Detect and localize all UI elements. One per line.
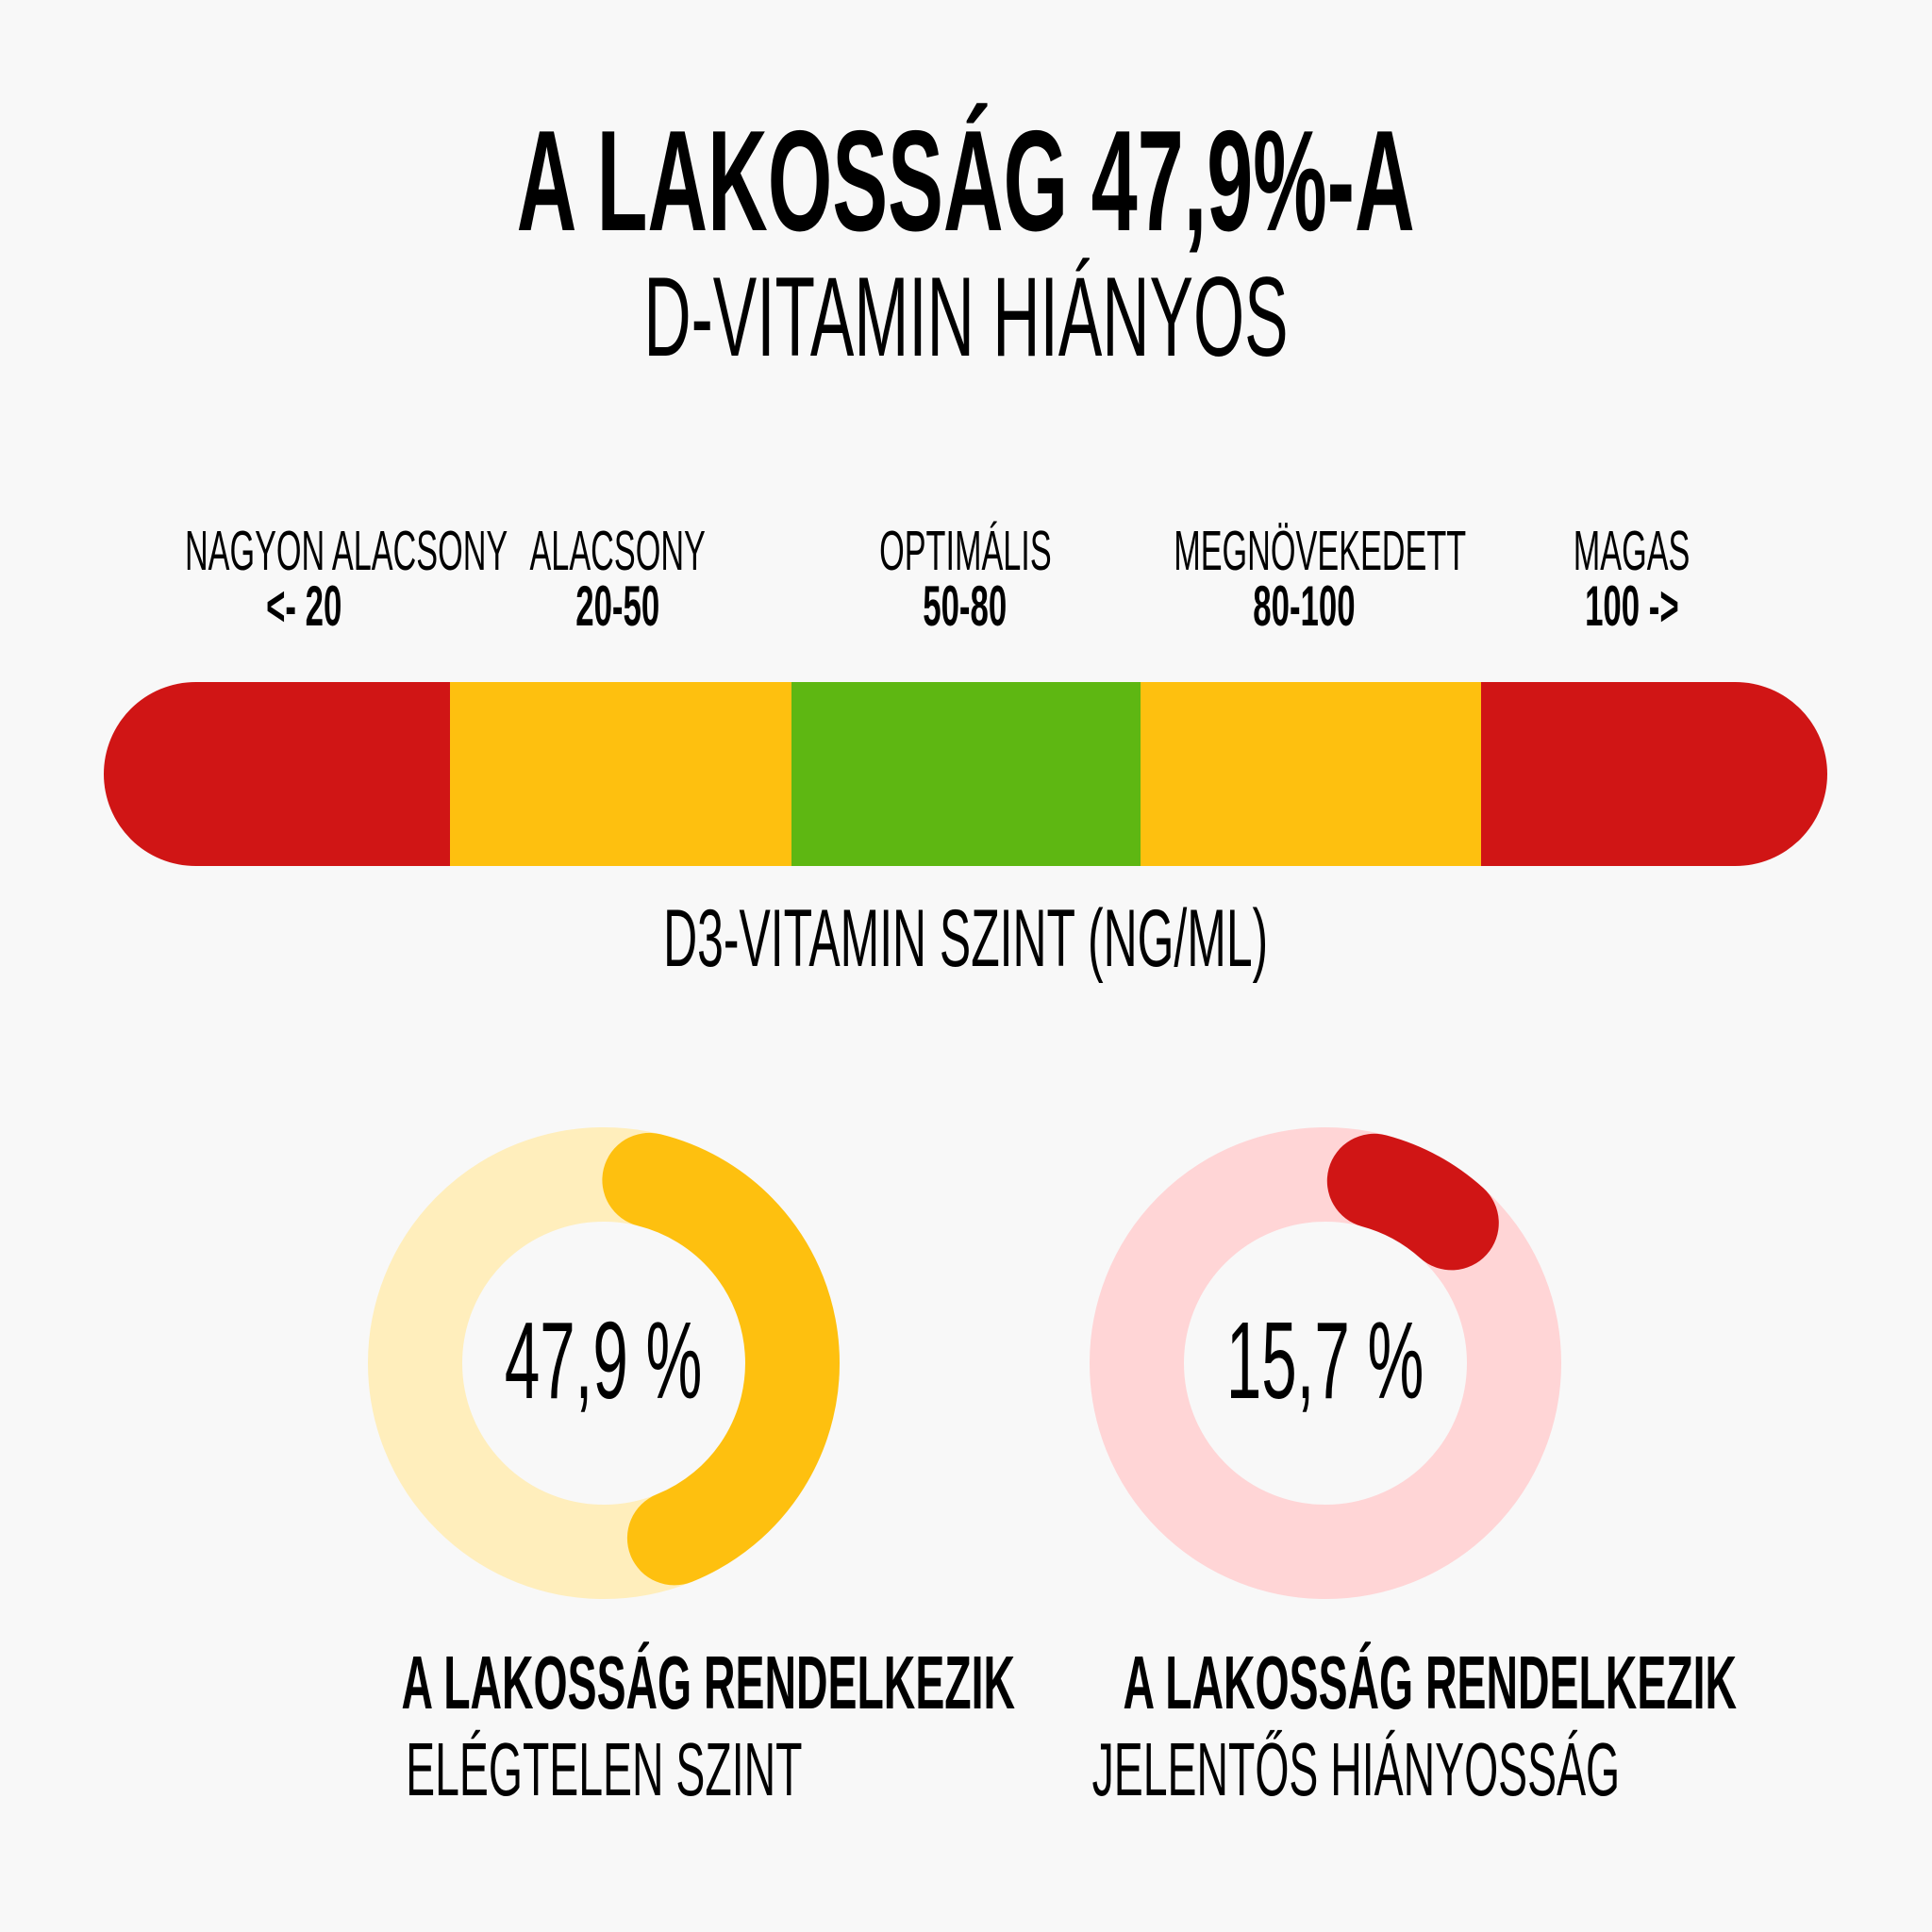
- caption-bold-deficient: A LAKOSSÁG RENDELKEZIK: [1123, 1641, 1738, 1724]
- segment-very-low: [104, 682, 450, 866]
- caption-deficient: JELENTŐS HIÁNYOSSÁG: [1091, 1727, 1621, 1811]
- segment-elevated: [1141, 682, 1481, 866]
- band-range-high: 100 ->: [1585, 575, 1679, 638]
- caption-bold-insufficient: A LAKOSSÁG RENDELKEZIK: [401, 1641, 1016, 1724]
- segment-optimal: [791, 682, 1141, 866]
- band-range-very-low: <- 20: [265, 575, 342, 638]
- page-subtitle-text: D-VITAMIN HIÁNYOS: [643, 254, 1289, 380]
- segment-high: [1481, 682, 1827, 866]
- donut-value-insufficient: 47,9 %: [505, 1299, 703, 1422]
- axis-label: D3-VITAMIN SZINT (NG/ML): [663, 893, 1269, 984]
- donut-arc-deficient: [1326, 1133, 1499, 1271]
- band-label-very-low: NAGYON ALACSONY: [184, 520, 508, 582]
- band-range-low: 20-50: [575, 575, 660, 638]
- caption-insufficient: ELÉGTELEN SZINT: [405, 1727, 803, 1811]
- donut-deficient: [1090, 1127, 1561, 1599]
- donut-arc-insufficient: [602, 1132, 840, 1586]
- segment-low: [450, 682, 791, 866]
- band-label-high: MAGAS: [1574, 520, 1690, 582]
- band-label-low: ALACSONY: [529, 520, 707, 582]
- band-label-optimal: OPTIMÁLIS: [878, 520, 1052, 582]
- donut-value-deficient: 15,7 %: [1226, 1299, 1424, 1422]
- vitamin-level-scale-bar: [104, 682, 1827, 866]
- page-title-text: A LAKOSSÁG 47,9%-A: [516, 101, 1415, 261]
- page-subtitle: D-VITAMIN HIÁNYOS: [0, 260, 1932, 374]
- page-title: A LAKOSSÁG 47,9%-A: [0, 109, 1932, 253]
- band-range-optimal: 50-80: [923, 575, 1008, 638]
- band-label-elevated: MEGNÖVEKEDETT: [1174, 520, 1467, 582]
- donut-insufficient: [368, 1127, 840, 1599]
- band-range-elevated: 80-100: [1252, 575, 1356, 638]
- donut-track-deficient: [1090, 1127, 1561, 1599]
